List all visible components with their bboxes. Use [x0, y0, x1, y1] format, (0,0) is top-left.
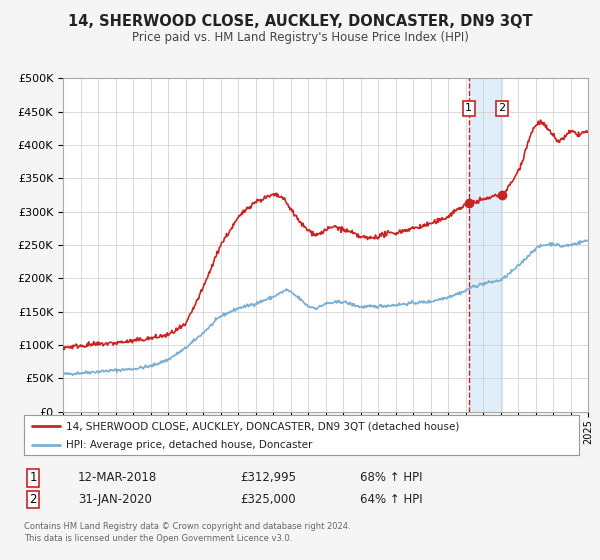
- Text: Contains HM Land Registry data © Crown copyright and database right 2024.
This d: Contains HM Land Registry data © Crown c…: [24, 522, 350, 543]
- Bar: [469, 78, 502, 412]
- Text: 14, SHERWOOD CLOSE, AUCKLEY, DONCASTER, DN9 3QT: 14, SHERWOOD CLOSE, AUCKLEY, DONCASTER, …: [68, 14, 532, 29]
- Text: 12-MAR-2018: 12-MAR-2018: [78, 471, 157, 484]
- Text: HPI: Average price, detached house, Doncaster: HPI: Average price, detached house, Donc…: [65, 440, 312, 450]
- Text: £325,000: £325,000: [240, 493, 296, 506]
- Text: 2: 2: [29, 493, 37, 506]
- Text: 64% ↑ HPI: 64% ↑ HPI: [360, 493, 422, 506]
- Text: 2: 2: [499, 104, 505, 113]
- Text: £312,995: £312,995: [240, 471, 296, 484]
- Text: 31-JAN-2020: 31-JAN-2020: [78, 493, 152, 506]
- Text: 1: 1: [29, 471, 37, 484]
- Text: 14, SHERWOOD CLOSE, AUCKLEY, DONCASTER, DN9 3QT (detached house): 14, SHERWOOD CLOSE, AUCKLEY, DONCASTER, …: [65, 421, 459, 431]
- Text: Price paid vs. HM Land Registry's House Price Index (HPI): Price paid vs. HM Land Registry's House …: [131, 31, 469, 44]
- Text: 1: 1: [466, 104, 472, 113]
- Text: 68% ↑ HPI: 68% ↑ HPI: [360, 471, 422, 484]
